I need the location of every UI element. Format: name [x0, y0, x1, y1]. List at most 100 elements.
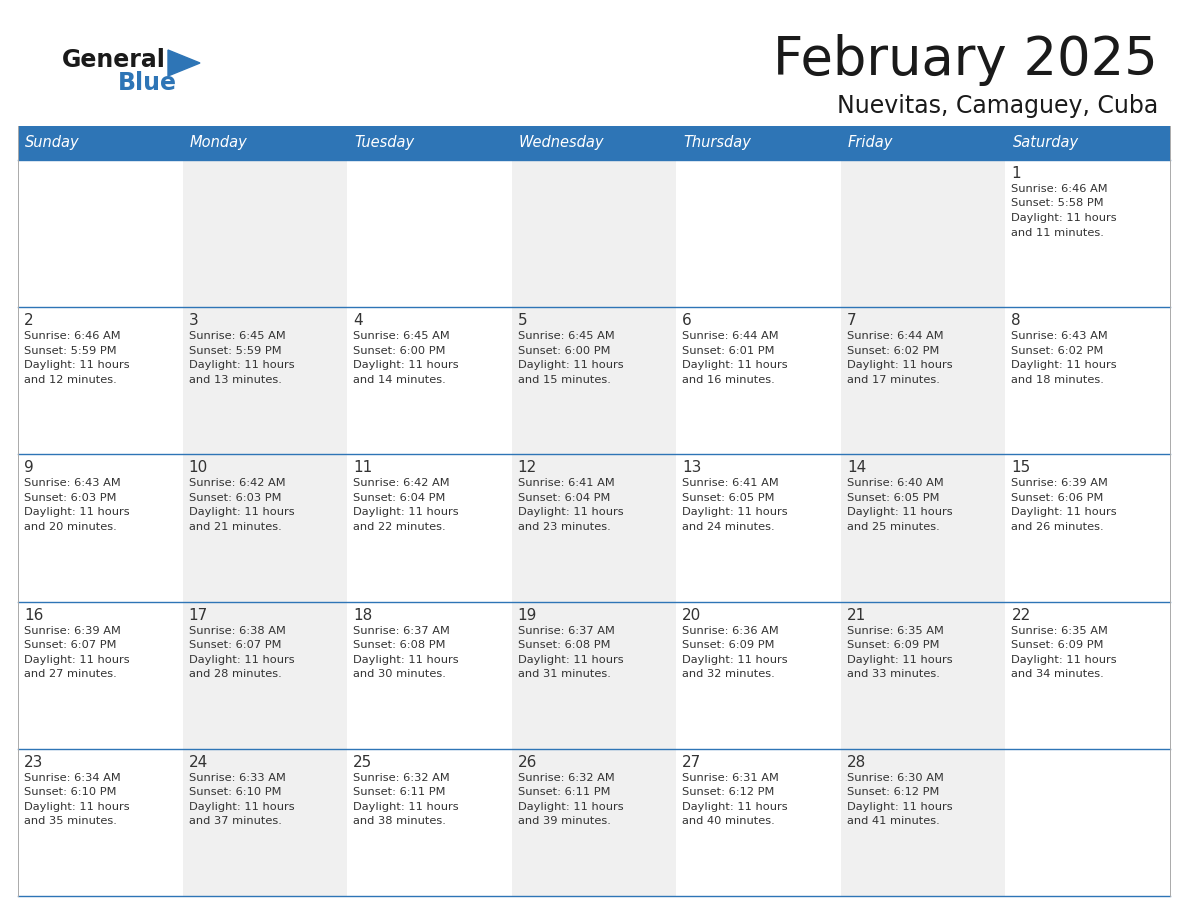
Bar — [347, 160, 512, 308]
Text: Sunrise: 6:35 AM: Sunrise: 6:35 AM — [1011, 625, 1108, 635]
Text: and 20 minutes.: and 20 minutes. — [24, 522, 116, 532]
Text: Sunrise: 6:43 AM: Sunrise: 6:43 AM — [1011, 331, 1108, 341]
Bar — [183, 749, 347, 896]
Text: Thursday: Thursday — [683, 136, 751, 151]
Text: Sunset: 6:08 PM: Sunset: 6:08 PM — [353, 640, 446, 650]
Text: 5: 5 — [518, 313, 527, 329]
Text: Sunset: 6:07 PM: Sunset: 6:07 PM — [24, 640, 116, 650]
Text: Sunset: 5:59 PM: Sunset: 5:59 PM — [189, 346, 282, 355]
Text: Sunset: 6:12 PM: Sunset: 6:12 PM — [682, 788, 775, 798]
Bar — [1005, 308, 1170, 454]
Bar — [1005, 160, 1170, 308]
Text: Sunrise: 6:34 AM: Sunrise: 6:34 AM — [24, 773, 121, 783]
Text: Sunrise: 6:46 AM: Sunrise: 6:46 AM — [24, 331, 121, 341]
Text: and 35 minutes.: and 35 minutes. — [24, 816, 116, 826]
Text: 23: 23 — [24, 755, 44, 770]
Text: Daylight: 11 hours: Daylight: 11 hours — [1011, 655, 1117, 665]
Text: Sunrise: 6:42 AM: Sunrise: 6:42 AM — [353, 478, 450, 488]
Text: and 16 minutes.: and 16 minutes. — [682, 375, 775, 385]
Bar — [676, 308, 841, 454]
Text: and 39 minutes.: and 39 minutes. — [518, 816, 611, 826]
Bar — [841, 126, 1005, 160]
Text: and 33 minutes.: and 33 minutes. — [847, 669, 940, 679]
Text: Sunset: 6:04 PM: Sunset: 6:04 PM — [353, 493, 446, 503]
Text: and 32 minutes.: and 32 minutes. — [682, 669, 775, 679]
Bar — [512, 749, 676, 896]
Text: Sunset: 6:11 PM: Sunset: 6:11 PM — [518, 788, 611, 798]
Text: Sunset: 6:09 PM: Sunset: 6:09 PM — [1011, 640, 1104, 650]
Bar — [676, 749, 841, 896]
Text: February 2025: February 2025 — [773, 34, 1158, 86]
Bar — [841, 308, 1005, 454]
Text: Daylight: 11 hours: Daylight: 11 hours — [1011, 360, 1117, 370]
Text: Daylight: 11 hours: Daylight: 11 hours — [682, 508, 788, 518]
Text: Sunset: 6:09 PM: Sunset: 6:09 PM — [847, 640, 940, 650]
Text: Sunrise: 6:41 AM: Sunrise: 6:41 AM — [518, 478, 614, 488]
Text: and 28 minutes.: and 28 minutes. — [189, 669, 282, 679]
Bar — [183, 160, 347, 308]
Text: Sunset: 6:04 PM: Sunset: 6:04 PM — [518, 493, 611, 503]
Polygon shape — [168, 50, 200, 76]
Text: Sunset: 6:08 PM: Sunset: 6:08 PM — [518, 640, 611, 650]
Text: Sunrise: 6:37 AM: Sunrise: 6:37 AM — [518, 625, 614, 635]
Text: Sunrise: 6:33 AM: Sunrise: 6:33 AM — [189, 773, 285, 783]
Text: and 11 minutes.: and 11 minutes. — [1011, 228, 1105, 238]
Bar — [512, 308, 676, 454]
Text: Sunrise: 6:31 AM: Sunrise: 6:31 AM — [682, 773, 779, 783]
Text: and 24 minutes.: and 24 minutes. — [682, 522, 775, 532]
Text: and 18 minutes.: and 18 minutes. — [1011, 375, 1105, 385]
Text: Daylight: 11 hours: Daylight: 11 hours — [1011, 213, 1117, 223]
Bar — [1005, 126, 1170, 160]
Bar — [18, 126, 183, 160]
Text: Daylight: 11 hours: Daylight: 11 hours — [1011, 508, 1117, 518]
Text: 9: 9 — [24, 461, 33, 476]
Bar — [676, 601, 841, 749]
Bar — [841, 160, 1005, 308]
Text: 13: 13 — [682, 461, 702, 476]
Text: Sunset: 5:58 PM: Sunset: 5:58 PM — [1011, 198, 1104, 208]
Text: 17: 17 — [189, 608, 208, 622]
Text: Daylight: 11 hours: Daylight: 11 hours — [353, 801, 459, 812]
Text: Sunset: 6:02 PM: Sunset: 6:02 PM — [1011, 346, 1104, 355]
Text: Daylight: 11 hours: Daylight: 11 hours — [682, 801, 788, 812]
Text: and 34 minutes.: and 34 minutes. — [1011, 669, 1104, 679]
Text: and 26 minutes.: and 26 minutes. — [1011, 522, 1104, 532]
Text: Sunset: 6:11 PM: Sunset: 6:11 PM — [353, 788, 446, 798]
Text: and 22 minutes.: and 22 minutes. — [353, 522, 446, 532]
Text: 3: 3 — [189, 313, 198, 329]
Text: 6: 6 — [682, 313, 693, 329]
Text: Sunrise: 6:45 AM: Sunrise: 6:45 AM — [353, 331, 450, 341]
Text: Wednesday: Wednesday — [519, 136, 605, 151]
Text: Daylight: 11 hours: Daylight: 11 hours — [353, 508, 459, 518]
Text: Daylight: 11 hours: Daylight: 11 hours — [353, 360, 459, 370]
Text: Daylight: 11 hours: Daylight: 11 hours — [518, 360, 624, 370]
Text: 14: 14 — [847, 461, 866, 476]
Text: Sunrise: 6:42 AM: Sunrise: 6:42 AM — [189, 478, 285, 488]
Text: Daylight: 11 hours: Daylight: 11 hours — [682, 360, 788, 370]
Text: Daylight: 11 hours: Daylight: 11 hours — [189, 508, 295, 518]
Text: and 38 minutes.: and 38 minutes. — [353, 816, 446, 826]
Bar — [347, 749, 512, 896]
Text: and 27 minutes.: and 27 minutes. — [24, 669, 116, 679]
Text: 10: 10 — [189, 461, 208, 476]
Text: Daylight: 11 hours: Daylight: 11 hours — [24, 801, 129, 812]
Bar — [512, 454, 676, 601]
Text: Sunset: 6:05 PM: Sunset: 6:05 PM — [847, 493, 940, 503]
Text: Sunset: 6:10 PM: Sunset: 6:10 PM — [24, 788, 116, 798]
Text: and 23 minutes.: and 23 minutes. — [518, 522, 611, 532]
Text: Sunrise: 6:32 AM: Sunrise: 6:32 AM — [353, 773, 450, 783]
Text: Daylight: 11 hours: Daylight: 11 hours — [847, 655, 953, 665]
Text: Sunset: 6:03 PM: Sunset: 6:03 PM — [24, 493, 116, 503]
Text: Friday: Friday — [848, 136, 893, 151]
Text: Sunrise: 6:32 AM: Sunrise: 6:32 AM — [518, 773, 614, 783]
Text: Sunday: Sunday — [25, 136, 80, 151]
Text: Daylight: 11 hours: Daylight: 11 hours — [847, 360, 953, 370]
Text: 15: 15 — [1011, 461, 1031, 476]
Text: Sunrise: 6:44 AM: Sunrise: 6:44 AM — [847, 331, 943, 341]
Text: Sunset: 6:01 PM: Sunset: 6:01 PM — [682, 346, 775, 355]
Text: and 25 minutes.: and 25 minutes. — [847, 522, 940, 532]
Text: 16: 16 — [24, 608, 44, 622]
Text: Sunset: 6:10 PM: Sunset: 6:10 PM — [189, 788, 282, 798]
Text: 8: 8 — [1011, 313, 1020, 329]
Bar — [18, 749, 183, 896]
